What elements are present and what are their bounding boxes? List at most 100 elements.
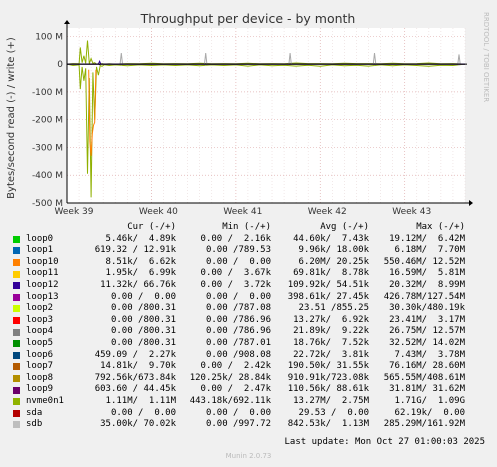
legend-cur: 11.32k/ 66.76k bbox=[100, 279, 176, 290]
throughput-chart: Throughput per device - by month Bytes/s… bbox=[0, 0, 497, 222]
legend-name: loop8 bbox=[26, 372, 54, 383]
header-min: Min (-/+) bbox=[222, 222, 271, 232]
legend-min: 0.00 / 2.42k bbox=[200, 361, 271, 372]
axes bbox=[64, 20, 473, 206]
legend-cur: 14.81k/ 9.70k bbox=[100, 361, 176, 372]
legend-avg: 110.56k/ 88.61k bbox=[287, 384, 369, 395]
legend-cur: 792.56k/673.84k bbox=[94, 372, 176, 383]
legend-max: 31.81M/ 31.62M bbox=[389, 384, 465, 395]
legend-name: loop4 bbox=[26, 326, 54, 337]
legend-row-loop10: loop10 8.51k/ 6.62k 0.00 / 0.00 6.20M/ 20.2… bbox=[8, 257, 493, 269]
x-tick-label: Week 43 bbox=[392, 207, 431, 217]
legend-cur: 459.09 / 2.27k bbox=[94, 349, 176, 360]
x-tick-label: Week 40 bbox=[139, 207, 178, 217]
y-tick-label: -200 M bbox=[32, 116, 63, 126]
legend-swatch-loop0 bbox=[13, 235, 20, 243]
legend-min: 0.00 / 0.00 bbox=[205, 291, 271, 302]
legend-avg: 13.27k/ 6.92k bbox=[293, 314, 369, 325]
legend-min: 0.00 /997.72 bbox=[205, 419, 271, 430]
series-loop10-read bbox=[88, 69, 97, 156]
legend-max: 565.55M/408.61M bbox=[383, 372, 465, 383]
legend-table: Cur (-/+) Min (-/+) Avg (-/+) Max (-/+) … bbox=[8, 222, 493, 431]
legend-swatch-loop8 bbox=[13, 375, 20, 383]
grid-lines bbox=[66, 28, 466, 204]
legend-row-loop9: loop9 603.60 / 44.45k 0.00 / 2.47k 110.56k/… bbox=[8, 384, 493, 396]
legend-row-loop13: loop13 0.00 / 0.00 0.00 / 0.00 398.61k/ 27.… bbox=[8, 292, 493, 304]
legend-min: 0.00 /787.08 bbox=[205, 303, 271, 314]
legend-name: sda bbox=[26, 407, 43, 418]
legend-avg: 398.61k/ 27.45k bbox=[287, 291, 369, 302]
legend-row-sda: sda 0.00 / 0.00 0.00 / 0.00 29.53 / 0.00 62.… bbox=[8, 408, 493, 420]
legend-name: loop9 bbox=[26, 384, 54, 395]
legend-min: 0.00 / 3.67k bbox=[200, 268, 271, 279]
legend-cur: 8.51k/ 6.62k bbox=[105, 256, 176, 267]
legend-max: 26.75M/ 12.57M bbox=[389, 326, 465, 337]
legend-row-loop0: loop0 5.46k/ 4.89k 0.00 / 2.16k 44.60k/ 7.4… bbox=[8, 234, 493, 246]
legend-avg: 842.53k/ 1.13M bbox=[287, 419, 369, 430]
header-avg: Avg (-/+) bbox=[320, 222, 369, 232]
legend-swatch-nvme0n1 bbox=[13, 398, 20, 406]
legend-min: 0.00 / 2.16k bbox=[200, 233, 271, 244]
legend-avg: 44.60k/ 7.43k bbox=[293, 233, 369, 244]
legend-swatch-loop1 bbox=[13, 247, 20, 255]
legend-swatch-loop2 bbox=[13, 305, 20, 313]
rrdtool-credit: RRDTOOL / TOBI OETIKER bbox=[482, 12, 490, 102]
legend-max: 62.19k/ 0.00 bbox=[394, 407, 465, 418]
legend-max: 16.59M/ 5.81M bbox=[389, 268, 465, 279]
y-tick-label: 0 bbox=[57, 60, 63, 70]
legend-max: 550.46M/ 12.52M bbox=[383, 256, 465, 267]
legend-avg: 21.89k/ 9.22k bbox=[293, 326, 369, 337]
legend-row-nvme0n1: nvme0n1 1.11M/ 1.11M 443.18k/692.11k 13.27M… bbox=[8, 396, 493, 408]
legend-swatch-loop3 bbox=[13, 317, 20, 325]
legend-avg: 6.20M/ 20.25k bbox=[298, 256, 369, 267]
legend-name: loop1 bbox=[26, 245, 54, 256]
legend-avg: 13.27M/ 2.75M bbox=[293, 395, 369, 406]
legend-swatch-loop7 bbox=[13, 363, 20, 371]
legend-avg: 9.96k/ 18.00k bbox=[298, 245, 369, 256]
y-tick-label: -300 M bbox=[32, 143, 63, 153]
legend-name: loop2 bbox=[26, 303, 54, 314]
legend-cur: 0.00 / 0.00 bbox=[110, 291, 176, 302]
plot-area bbox=[67, 28, 465, 203]
x-ticks: Week 39 Week 40 Week 41 Week 42 Week 43 bbox=[55, 207, 432, 217]
legend-avg: 910.91k/723.08k bbox=[287, 372, 369, 383]
y-tick-label: 100 M bbox=[35, 32, 63, 42]
legend-min: 0.00 / 0.00 bbox=[205, 407, 271, 418]
legend-swatch-loop10 bbox=[13, 259, 20, 267]
legend-min: 0.00 /786.96 bbox=[205, 314, 271, 325]
header-max: Max (-/+) bbox=[416, 222, 465, 232]
legend-avg: 69.81k/ 8.78k bbox=[293, 268, 369, 279]
legend-swatch-loop4 bbox=[13, 328, 20, 336]
legend-name: nvme0n1 bbox=[26, 395, 64, 406]
legend-row-loop11: loop11 1.95k/ 6.99k 0.00 / 3.67k 69.81k/ 8.… bbox=[8, 268, 493, 280]
legend-row-loop2: loop2 0.00 /800.31 0.00 /787.08 23.51 /855.… bbox=[8, 303, 493, 315]
y-axis-arrow bbox=[64, 20, 70, 24]
header-cur: Cur (-/+) bbox=[127, 222, 176, 232]
x-axis-arrow bbox=[469, 200, 473, 206]
legend-min: 0.00 /789.53 bbox=[205, 245, 271, 256]
legend-avg: 190.50k/ 31.55k bbox=[287, 361, 369, 372]
legend-cur: 0.00 /800.31 bbox=[110, 326, 176, 337]
legend-avg: 22.72k/ 3.81k bbox=[293, 349, 369, 360]
series-sdb-write bbox=[67, 52, 465, 65]
legend-cur: 0.00 /800.31 bbox=[110, 337, 176, 348]
legend-name: loop13 bbox=[26, 291, 59, 302]
legend-swatch-loop11 bbox=[13, 270, 20, 278]
legend-max: 7.43M/ 3.78M bbox=[394, 349, 465, 360]
legend-min: 0.00 /787.01 bbox=[205, 337, 271, 348]
legend-row-loop4: loop4 0.00 /800.31 0.00 /786.96 21.89k/ 9.2… bbox=[8, 326, 493, 338]
legend-min: 0.00 / 2.47k bbox=[200, 384, 271, 395]
legend-cur: 0.00 /800.31 bbox=[110, 303, 176, 314]
legend-name: loop10 bbox=[26, 256, 59, 267]
legend-name: loop0 bbox=[26, 233, 54, 244]
legend-cur: 1.11M/ 1.11M bbox=[105, 395, 176, 406]
legend-avg: 29.53 / 0.00 bbox=[298, 407, 369, 418]
legend-min: 0.00 / 3.72k bbox=[200, 279, 271, 290]
y-ticks: 100 M 0 -100 M -200 M -300 M -400 M -500 M bbox=[32, 32, 63, 209]
legend-cur: 0.00 /800.31 bbox=[110, 314, 176, 325]
legend-name: loop6 bbox=[26, 349, 54, 360]
legend-avg: 18.76k/ 7.52k bbox=[293, 337, 369, 348]
legend-max: 20.32M/ 8.99M bbox=[389, 279, 465, 290]
munin-version: Munin 2.0.73 bbox=[225, 452, 272, 460]
legend-cur: 603.60 / 44.45k bbox=[94, 384, 176, 395]
